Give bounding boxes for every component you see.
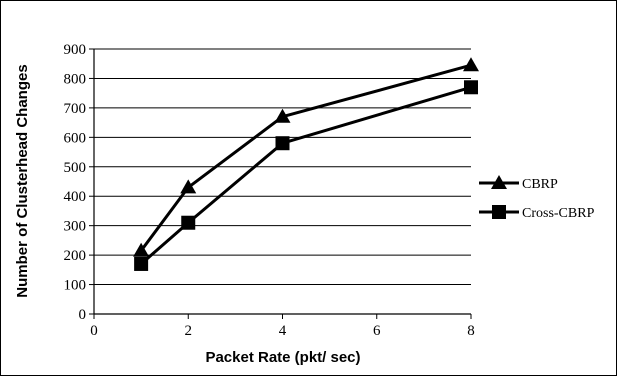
tick-labels: 0 100 200 300 400 500 600 700 800 900 0 2 4 6 8 [64,42,475,339]
y-tick-label: 500 [64,160,87,176]
x-tick-label: 4 [279,323,287,339]
legend-item-cbrp: CBRP [479,175,558,192]
cbrp-point [180,179,197,194]
cbrp-point [463,57,479,72]
legend: CBRP Cross-CBRP [479,175,595,221]
legend-swatch-marker [491,175,507,189]
y-tick-label: 800 [64,71,87,87]
y-tick-label: 200 [64,248,87,264]
x-tick-label: 6 [373,323,381,339]
axes [89,48,472,319]
y-axis-title: Number of Clusterhead Changes [14,64,31,297]
x-tick-label: 8 [467,323,475,339]
cbrp-point [274,108,291,123]
y-tick-label: 600 [64,130,87,146]
cbrp-point [133,242,150,257]
y-tick-label: 900 [64,42,87,58]
legend-item-cross-cbrp: Cross-CBRP [479,205,595,221]
cross-cbrp-point [275,136,290,151]
gridlines [94,48,471,286]
legend-label: Cross-CBRP [522,206,595,221]
cross-cbrp-point [464,80,478,95]
cross-cbrp-point [181,215,196,230]
series-cross-cbrp [134,80,478,271]
y-tick-label: 700 [64,101,87,117]
cross-cbrp-line [140,85,472,266]
y-tick-label: 400 [64,189,87,205]
legend-label: CBRP [522,177,558,192]
y-tick-label: 0 [79,307,87,323]
series-cbrp [133,57,479,257]
y-tick-label: 100 [64,278,87,294]
series-layer [133,57,479,271]
cbrp-line [139,63,472,252]
y-tick-label: 300 [64,219,87,235]
legend-swatch-marker [492,205,506,219]
x-axis-title: Packet Rate (pkt/ sec) [205,349,360,366]
x-tick-label: 0 [90,323,98,339]
cross-cbrp-point [134,256,149,271]
x-tick-label: 2 [185,323,193,339]
